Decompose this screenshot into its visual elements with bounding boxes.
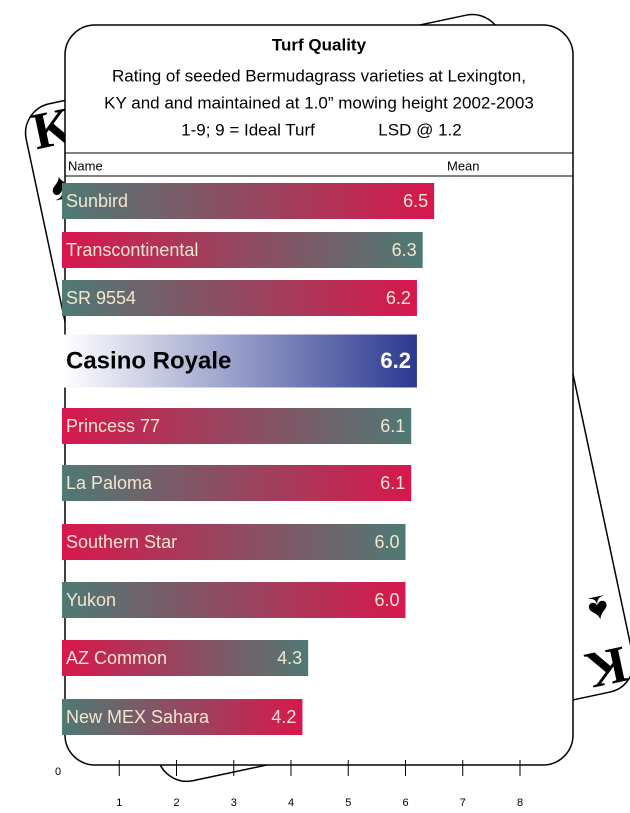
- scale-note: 1-9; 9 = Ideal Turf: [181, 120, 315, 139]
- value-label: 6.0: [374, 590, 399, 610]
- category-label: Sunbird: [66, 191, 128, 211]
- category-label: AZ Common: [66, 648, 167, 668]
- chart-title: Turf Quality: [272, 35, 367, 54]
- x-tick-label: 4: [288, 797, 294, 809]
- category-label: La Paloma: [66, 473, 153, 493]
- category-label: Yukon: [66, 590, 116, 610]
- value-label: 4.2: [271, 707, 296, 727]
- category-label: New MEX Sahara: [66, 707, 210, 727]
- subtitle-line: Rating of seeded Bermudagrass varieties …: [112, 66, 526, 85]
- subtitle-line: KY and and maintained at 1.0” mowing hei…: [104, 93, 534, 112]
- value-label: 6.2: [380, 348, 411, 373]
- category-label: Transcontinental: [66, 240, 198, 260]
- x-tick-label: 1: [116, 797, 122, 809]
- column-header: Mean: [447, 158, 480, 173]
- category-label: Southern Star: [66, 532, 177, 552]
- x-tick-label: 3: [231, 797, 237, 809]
- value-label: 6.5: [403, 191, 428, 211]
- value-label: 6.2: [386, 288, 411, 308]
- x-tick-label: 8: [517, 797, 523, 809]
- x-tick-label: 6: [402, 797, 408, 809]
- lsd-note: LSD @ 1.2: [378, 120, 461, 139]
- value-label: 6.3: [392, 240, 417, 260]
- x-tick-label: 5: [345, 797, 351, 809]
- x-tick-label: 7: [460, 797, 466, 809]
- value-label: 4.3: [277, 648, 302, 668]
- category-label: Casino Royale: [66, 347, 231, 374]
- x-tick-label: 2: [173, 797, 179, 809]
- value-label: 6.1: [380, 416, 405, 436]
- category-label: Princess 77: [66, 416, 160, 436]
- column-header: Name: [68, 158, 103, 173]
- x-tick-label: 0: [55, 766, 61, 778]
- category-label: SR 9554: [66, 288, 136, 308]
- value-label: 6.0: [374, 532, 399, 552]
- value-label: 6.1: [380, 473, 405, 493]
- page: K ♠ K ♠ Turf Quality Rating of seeded Be…: [0, 0, 630, 813]
- chart: K ♠ K ♠ Turf Quality Rating of seeded Be…: [0, 0, 630, 813]
